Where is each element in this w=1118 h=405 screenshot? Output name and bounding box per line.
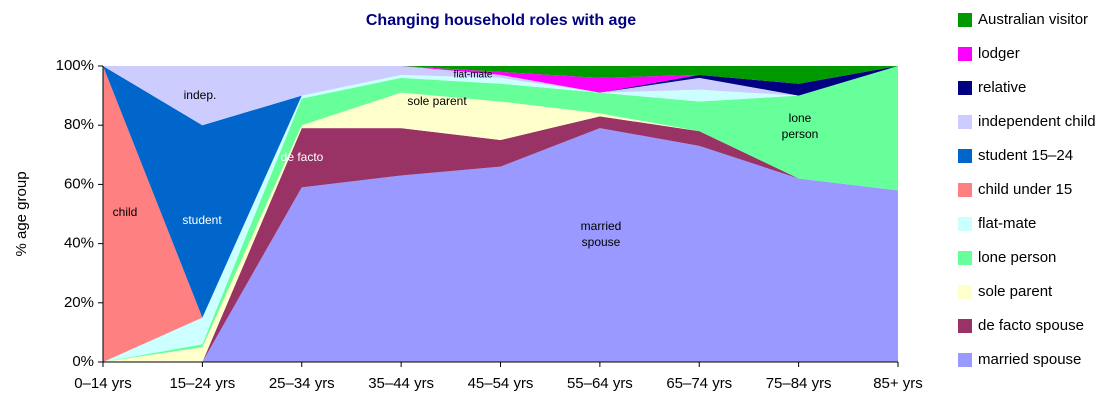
legend-label: flat-mate bbox=[978, 215, 1036, 232]
area bbox=[103, 116, 898, 362]
area bbox=[103, 66, 898, 362]
area bbox=[103, 66, 898, 84]
annotation: sole parent bbox=[407, 94, 467, 108]
legend-swatch bbox=[958, 319, 972, 333]
legend-label: lodger bbox=[978, 45, 1020, 62]
legend-swatch bbox=[958, 47, 972, 61]
y-tick-label: 80% bbox=[64, 116, 94, 133]
x-tick-label: 0–14 yrs bbox=[74, 375, 132, 392]
y-tick-label: 100% bbox=[56, 57, 94, 74]
legend-swatch bbox=[958, 353, 972, 367]
x-tick-label: 35–44 yrs bbox=[368, 375, 434, 392]
legend-label: student 15–24 bbox=[978, 147, 1073, 164]
legend-swatch bbox=[958, 183, 972, 197]
annotation: de facto bbox=[281, 150, 324, 164]
legend-label: relative bbox=[978, 79, 1026, 96]
x-tick-label: 65–74 yrs bbox=[666, 375, 732, 392]
annotation: person bbox=[782, 127, 819, 141]
area bbox=[103, 128, 898, 362]
legend-label: married spouse bbox=[978, 351, 1081, 368]
legend-label: sole parent bbox=[978, 283, 1053, 300]
y-tick-label: 20% bbox=[64, 294, 94, 311]
x-tick-label: 45–54 yrs bbox=[468, 375, 534, 392]
area bbox=[103, 66, 898, 362]
legend-swatch bbox=[958, 149, 972, 163]
x-tick-label: 85+ yrs bbox=[873, 375, 923, 392]
y-axis-label: % age group bbox=[13, 171, 30, 256]
legend-swatch bbox=[958, 285, 972, 299]
annotation: spouse bbox=[582, 235, 621, 249]
legend-label: child under 15 bbox=[978, 181, 1072, 198]
chart-title: Changing household roles with age bbox=[366, 12, 636, 29]
legend-swatch bbox=[958, 13, 972, 27]
annotation: lone bbox=[789, 111, 812, 125]
legend-swatch bbox=[958, 217, 972, 231]
y-tick-label: 60% bbox=[64, 175, 94, 192]
annotation: married bbox=[581, 219, 622, 233]
annotation: flat-mate bbox=[454, 70, 493, 81]
annotation: indep. bbox=[184, 88, 217, 102]
area bbox=[103, 66, 898, 126]
annotation: child bbox=[113, 205, 138, 219]
x-tick-label: 15–24 yrs bbox=[169, 375, 235, 392]
x-tick-label: 55–64 yrs bbox=[567, 375, 633, 392]
y-tick-label: 0% bbox=[72, 353, 94, 370]
y-tick-label: 40% bbox=[64, 235, 94, 252]
legend-label: lone person bbox=[978, 249, 1056, 266]
legend-label: independent child bbox=[978, 113, 1096, 130]
legend-swatch bbox=[958, 81, 972, 95]
legend-label: de facto spouse bbox=[978, 317, 1084, 334]
x-tick-label: 25–34 yrs bbox=[269, 375, 335, 392]
legend-swatch bbox=[958, 251, 972, 265]
legend-label: Australian visitor bbox=[978, 11, 1088, 28]
legend-swatch bbox=[958, 115, 972, 129]
x-tick-label: 75–84 yrs bbox=[766, 375, 832, 392]
annotation: student bbox=[182, 213, 222, 227]
area bbox=[103, 66, 898, 96]
